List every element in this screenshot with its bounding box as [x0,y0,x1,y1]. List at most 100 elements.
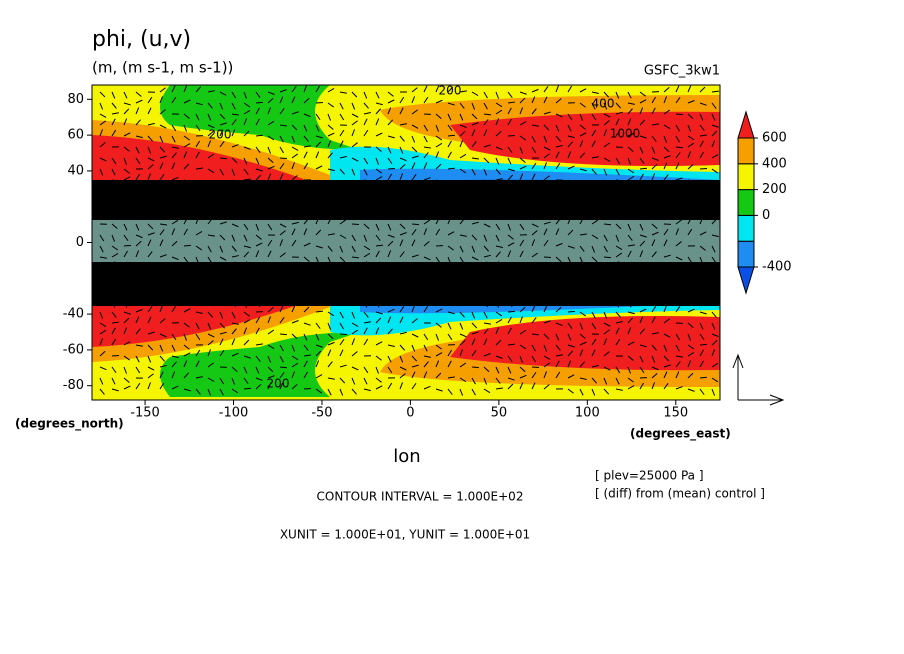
vector-arrow [507,223,512,231]
vector-arrow [183,256,189,263]
vector-arrow [591,300,599,303]
colorbar-segment [737,163,755,191]
vector-arrow [303,294,308,302]
vector-arrow [135,99,143,104]
vector-arrow [411,201,416,209]
vector-arrow [111,209,119,214]
vector-arrow [255,377,263,381]
vector-arrow [675,287,683,291]
vector-arrow [303,306,310,313]
vector-arrow [495,355,503,359]
vector-arrow [339,155,347,159]
vector-arrow [471,195,477,203]
vector-arrow [567,294,572,302]
vector-arrow [339,197,346,203]
vector-arrow [519,355,524,363]
vector-arrow [711,218,717,225]
vector-arrow [459,124,467,128]
vector-arrow [351,91,358,98]
vector-arrow [495,339,502,346]
vector-arrow [195,256,200,264]
vector-arrow [639,146,644,154]
vector-arrow [519,300,527,305]
vector-arrow [147,355,152,363]
vector-arrow [699,179,705,187]
vector-arrow [675,146,684,149]
vector-arrow [423,371,428,379]
vector-arrow [687,211,695,214]
vector-arrow [519,239,525,247]
vector-arrow [279,278,284,286]
vector-arrow [315,350,322,357]
vector-arrow [399,305,405,313]
vector-arrow [543,320,551,324]
vector-arrow [615,168,620,176]
vector-arrow [591,234,599,240]
vector-arrow [543,175,550,181]
vector-arrow [663,239,668,247]
vector-arrow [687,256,693,264]
vector-arrow [183,135,190,141]
vector-arrow [207,168,215,174]
vector-arrow [171,190,178,197]
vector-arrow [207,179,212,187]
vector-arrow [423,256,431,261]
vector-arrow [183,85,188,93]
vector-arrow [171,361,177,368]
vector-arrow [519,146,524,154]
vector-arrow [267,201,275,204]
vector-arrow [459,245,464,253]
vector-arrow [567,267,573,274]
vector-arrow [339,333,348,336]
vector-arrow [651,223,658,230]
vector-arrow [351,102,356,110]
vector-arrow [255,343,263,346]
vector-arrow [183,163,190,170]
vector-arrow [243,311,250,317]
vector-arrow [447,256,452,264]
vector-arrow [135,234,143,239]
vector-arrow [675,135,680,143]
vector-arrow [207,283,212,291]
vector-arrow [111,327,116,335]
vector-arrow [651,186,659,192]
vector-arrow [687,278,695,281]
vector-arrow [483,129,488,137]
vector-arrow [447,311,455,315]
vector-arrow [567,322,573,330]
vector-arrow [351,245,356,253]
vector-arrow [123,244,132,247]
vector-arrow [147,251,153,258]
vector-arrow [651,135,657,142]
vector-arrow [531,278,536,286]
vector-arrow [339,113,345,121]
vector-arrow [459,234,467,237]
vector-arrow [327,124,334,130]
vector-arrow [267,107,272,115]
vector-arrow [243,300,248,308]
vector-arrow [411,229,417,236]
vector-arrow [303,322,311,326]
vector-arrow [639,366,645,374]
vector-arrow [447,360,452,368]
vector-arrow [183,151,188,159]
vector-arrow [375,91,380,99]
vector-arrow [435,267,440,275]
vector-arrow [579,333,586,339]
vector-arrow [399,163,406,170]
vector-arrow [159,109,166,115]
vector-arrow [435,256,441,264]
vector-arrow [243,289,250,295]
vector-arrow [447,217,452,225]
vector-arrow [183,113,190,119]
vector-arrow [471,141,477,148]
vector-arrow [231,366,238,373]
vector-arrow [315,179,322,185]
vector-arrow [639,355,644,363]
vector-arrow [531,124,539,127]
vector-arrow [483,366,490,373]
vector-arrow [99,272,104,280]
vector-arrow [231,102,236,110]
vector-arrow [483,168,488,176]
vector-arrow [411,355,418,362]
